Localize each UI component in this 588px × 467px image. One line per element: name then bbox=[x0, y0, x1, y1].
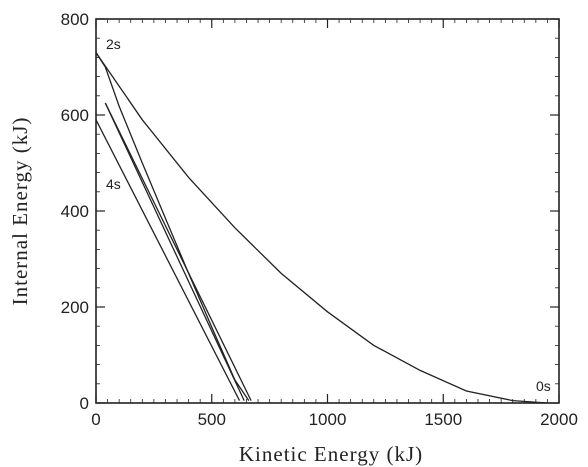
series-group bbox=[95, 52, 548, 404]
x-tick-label: 1500 bbox=[424, 410, 462, 429]
x-tick-labels: 0 500 1000 1500 2000 bbox=[91, 410, 578, 429]
y-tick-labels: 0 200 400 600 800 bbox=[61, 10, 89, 413]
y-tick-label: 600 bbox=[61, 106, 89, 125]
x-tick-label: 0 bbox=[91, 410, 100, 429]
y-tick-label: 0 bbox=[80, 394, 89, 413]
series-line-5 bbox=[95, 119, 241, 401]
y-tick-label: 800 bbox=[61, 10, 89, 29]
major-ticks bbox=[95, 18, 560, 404]
x-axis-title: Kinetic Energy (kJ) bbox=[239, 442, 423, 466]
series-line-3 bbox=[104, 102, 252, 401]
annotation-4s: 4s bbox=[106, 176, 121, 192]
y-tick-label: 200 bbox=[61, 298, 89, 317]
y-axis-title: Internal Energy (kJ) bbox=[8, 117, 32, 306]
series-line-2 bbox=[95, 52, 250, 401]
minor-ticks bbox=[96, 19, 559, 403]
plot-frame bbox=[95, 18, 560, 404]
y-tick-label: 400 bbox=[61, 202, 89, 221]
x-tick-label: 2000 bbox=[540, 410, 578, 429]
x-tick-label: 1000 bbox=[309, 410, 347, 429]
annotation-0s: 0s bbox=[536, 378, 551, 394]
annotation-2s: 2s bbox=[106, 36, 121, 52]
series-line-1 bbox=[95, 52, 548, 404]
x-tick-label: 500 bbox=[198, 410, 226, 429]
series-line-4 bbox=[104, 102, 245, 401]
